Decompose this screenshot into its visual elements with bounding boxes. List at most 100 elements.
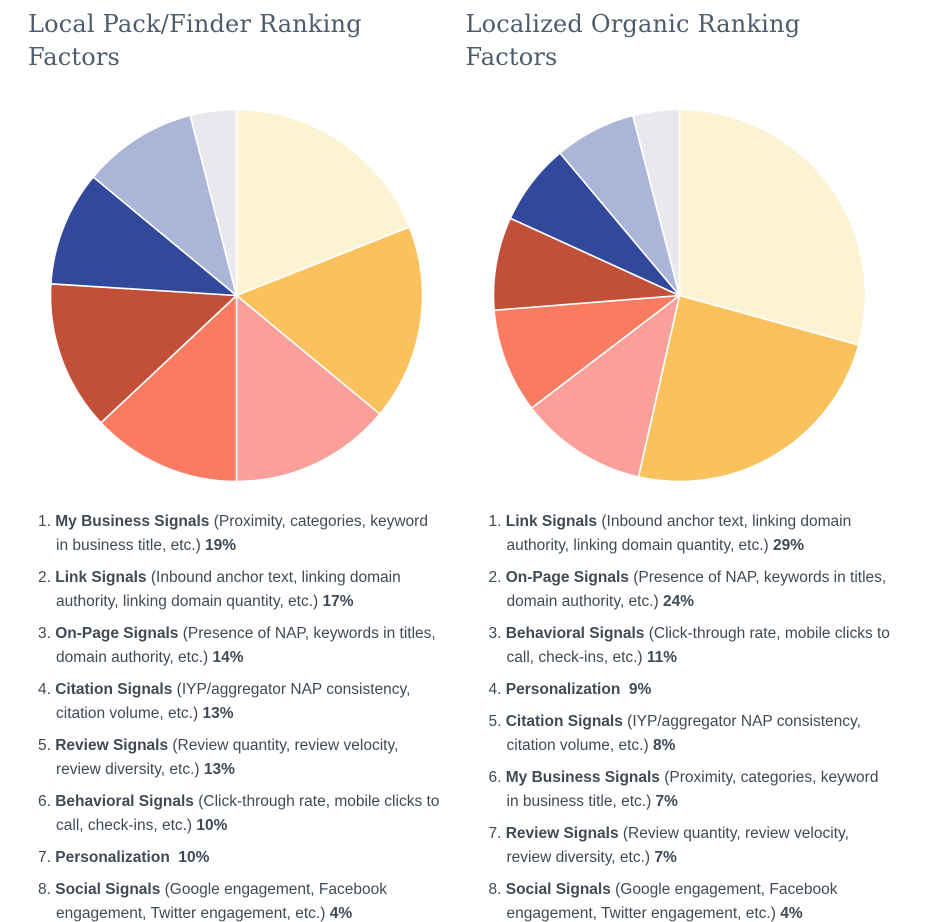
legend-item-percentage: 4% [780,905,803,922]
column-local-pack: Local Pack/Finder Ranking Factors 1. My … [28,10,464,922]
legend-item-percentage: 8% [652,737,676,754]
legend-item-name: Link Signals [505,513,598,530]
legend-item-my-business-signals: 6. My Business Signals (Proximity, categ… [489,766,894,814]
legend-item-percentage: 4% [329,905,353,922]
pie-wrap-local-pack [48,107,464,484]
chart-title-local-pack: Local Pack/Finder Ranking Factors [28,10,362,71]
legend-item-percentage: 24% [663,593,695,610]
pie-slice-behavioral-signals [50,176,238,297]
legend-item-number: 2. [488,569,506,586]
legend-item-name: Personalization [55,849,170,866]
legend-item-name: Social Signals [505,881,611,898]
pie-slice-citation-signals [492,217,680,312]
legend-item-number: 7. [488,825,506,842]
pie-slice-my-business-signals [235,108,411,297]
legend-item-number: 1. [38,513,56,530]
legend-item-number: 8. [38,881,56,898]
pie-slice-on-page-signals [235,294,381,483]
legend-item-percentage: 7% [655,793,678,810]
legend-item-number: 2. [38,569,56,586]
legend-item-percentage: 11% [646,649,678,666]
legend-item-name: On-Page Signals [505,569,629,586]
legend-item-percentage: 29% [773,537,805,554]
pie-slice-on-page-signals [637,294,860,483]
pie-slice-citation-signals [100,294,238,483]
legend-item-review-signals: 5. Review Signals (Review quantity, revi… [38,734,443,782]
legend-item-name: Review Signals [505,825,619,842]
column-localized-organic: Localized Organic Ranking Factors 1. Lin… [464,0,927,922]
legend-item-description: (Review quantity, review velocity, revie… [56,737,399,778]
legend-item-social-signals: 8. Social Signals (Google engagement, Fa… [489,878,894,922]
legend-item-name: Behavioral Signals [55,793,194,810]
pie-slice-link-signals [235,226,424,415]
legend-item-number: 8. [488,881,506,898]
legend-item-description: (IYP/aggregator NAP consistency, citatio… [506,713,861,754]
legend-item-link-signals: 2. Link Signals (Inbound anchor text, li… [38,566,443,614]
legend-item-personalization: 7. Personalization 10% [38,846,443,870]
legend-item-number: 7. [38,849,56,866]
legend-item-name: Personalization [505,681,621,698]
pie-chart-local-pack [49,108,424,483]
legend-item-number: 5. [488,713,506,730]
legend-item-description: (Proximity, categories, keyword in busin… [56,513,428,554]
legend-item-number: 5. [38,737,56,754]
pie-slice-link-signals [678,108,866,346]
legend-item-description: (Presence of NAP, keywords in titles, do… [506,569,887,610]
legend-item-my-business-signals: 1. My Business Signals (Proximity, categ… [38,510,443,558]
legend-item-number: 4. [488,681,506,698]
legend-item-on-page-signals: 3. On-Page Signals (Presence of NAP, key… [38,622,443,670]
legend-item-description: (Presence of NAP, keywords in titles, do… [56,625,436,666]
legend-item-behavioral-signals: 6. Behavioral Signals (Click-through rat… [38,790,443,838]
legend-item-percentage: 10% [196,817,228,834]
pie-slice-social-signals [631,108,680,297]
legend-item-name: Review Signals [55,737,169,754]
legend-item-description: (IYP/aggregator NAP consistency, citatio… [56,681,411,722]
legend-item-citation-signals: 5. Citation Signals (IYP/aggregator NAP … [489,710,894,758]
legend-item-citation-signals: 4. Citation Signals (IYP/aggregator NAP … [38,678,443,726]
legend-item-percentage: 9% [628,681,652,698]
legend-item-percentage: 17% [322,593,354,610]
pie-chart-localized-organic [492,108,866,483]
legend-item-social-signals: 8. Social Signals (Google engagement, Fa… [38,878,443,922]
legend-item-percentage: 14% [212,649,244,666]
legend-item-percentage: 10% [178,849,210,866]
legend-item-percentage: 13% [203,761,235,778]
legend-item-name: Citation Signals [505,713,623,730]
legend-item-percentage: 19% [205,537,237,554]
legend-item-number: 6. [38,793,56,810]
pie-slice-personalization [492,294,680,409]
legend-list-localized-organic: 1. Link Signals (Inbound anchor text, li… [489,510,894,922]
legend-item-name: My Business Signals [505,769,660,786]
legend-item-percentage: 7% [654,849,677,866]
legend-item-number: 6. [488,769,506,786]
pie-slice-personalization [92,114,238,297]
legend-item-description: (Inbound anchor text, linking domain aut… [506,513,852,554]
legend-item-name: Citation Signals [55,681,173,698]
legend-item-name: Behavioral Signals [505,625,645,642]
legend-item-personalization: 4. Personalization 9% [489,678,894,702]
legend-item-name: Social Signals [55,881,161,898]
legend-item-number: 1. [488,513,506,530]
chart-title-localized-organic: Localized Organic Ranking Factors [465,10,801,71]
pie-slice-social-signals [189,108,238,297]
legend-item-description: (Click-through rate, mobile clicks to ca… [506,625,890,666]
legend-list-local-pack: 1. My Business Signals (Proximity, categ… [38,510,443,922]
legend-item-description: (Proximity, categories, keyword in busin… [506,769,879,810]
legend-item-description: (Google engagement, Facebook engagement,… [56,881,387,922]
legend-item-description: (Click-through rate, mobile clicks to ca… [56,793,440,834]
legend-item-percentage: 13% [202,705,234,722]
legend-item-on-page-signals: 2. On-Page Signals (Presence of NAP, key… [489,566,894,614]
legend-item-name: On-Page Signals [55,625,179,642]
legend-item-name: My Business Signals [55,513,210,530]
legend-item-description: (Review quantity, review velocity, revie… [506,825,849,866]
legend-item-link-signals: 1. Link Signals (Inbound anchor text, li… [489,510,894,558]
legend-item-number: 4. [38,681,56,698]
legend-item-number: 3. [38,625,56,642]
legend-item-behavioral-signals: 3. Behavioral Signals (Click-through rat… [489,622,894,670]
legend-item-name: Link Signals [55,569,147,586]
legend-item-description: (Google engagement, Facebook engagement,… [506,881,838,922]
legend-item-description: (Inbound anchor text, linking domain aut… [56,569,401,610]
pie-slice-behavioral-signals [530,294,680,478]
pie-slice-review-signals [49,283,238,424]
